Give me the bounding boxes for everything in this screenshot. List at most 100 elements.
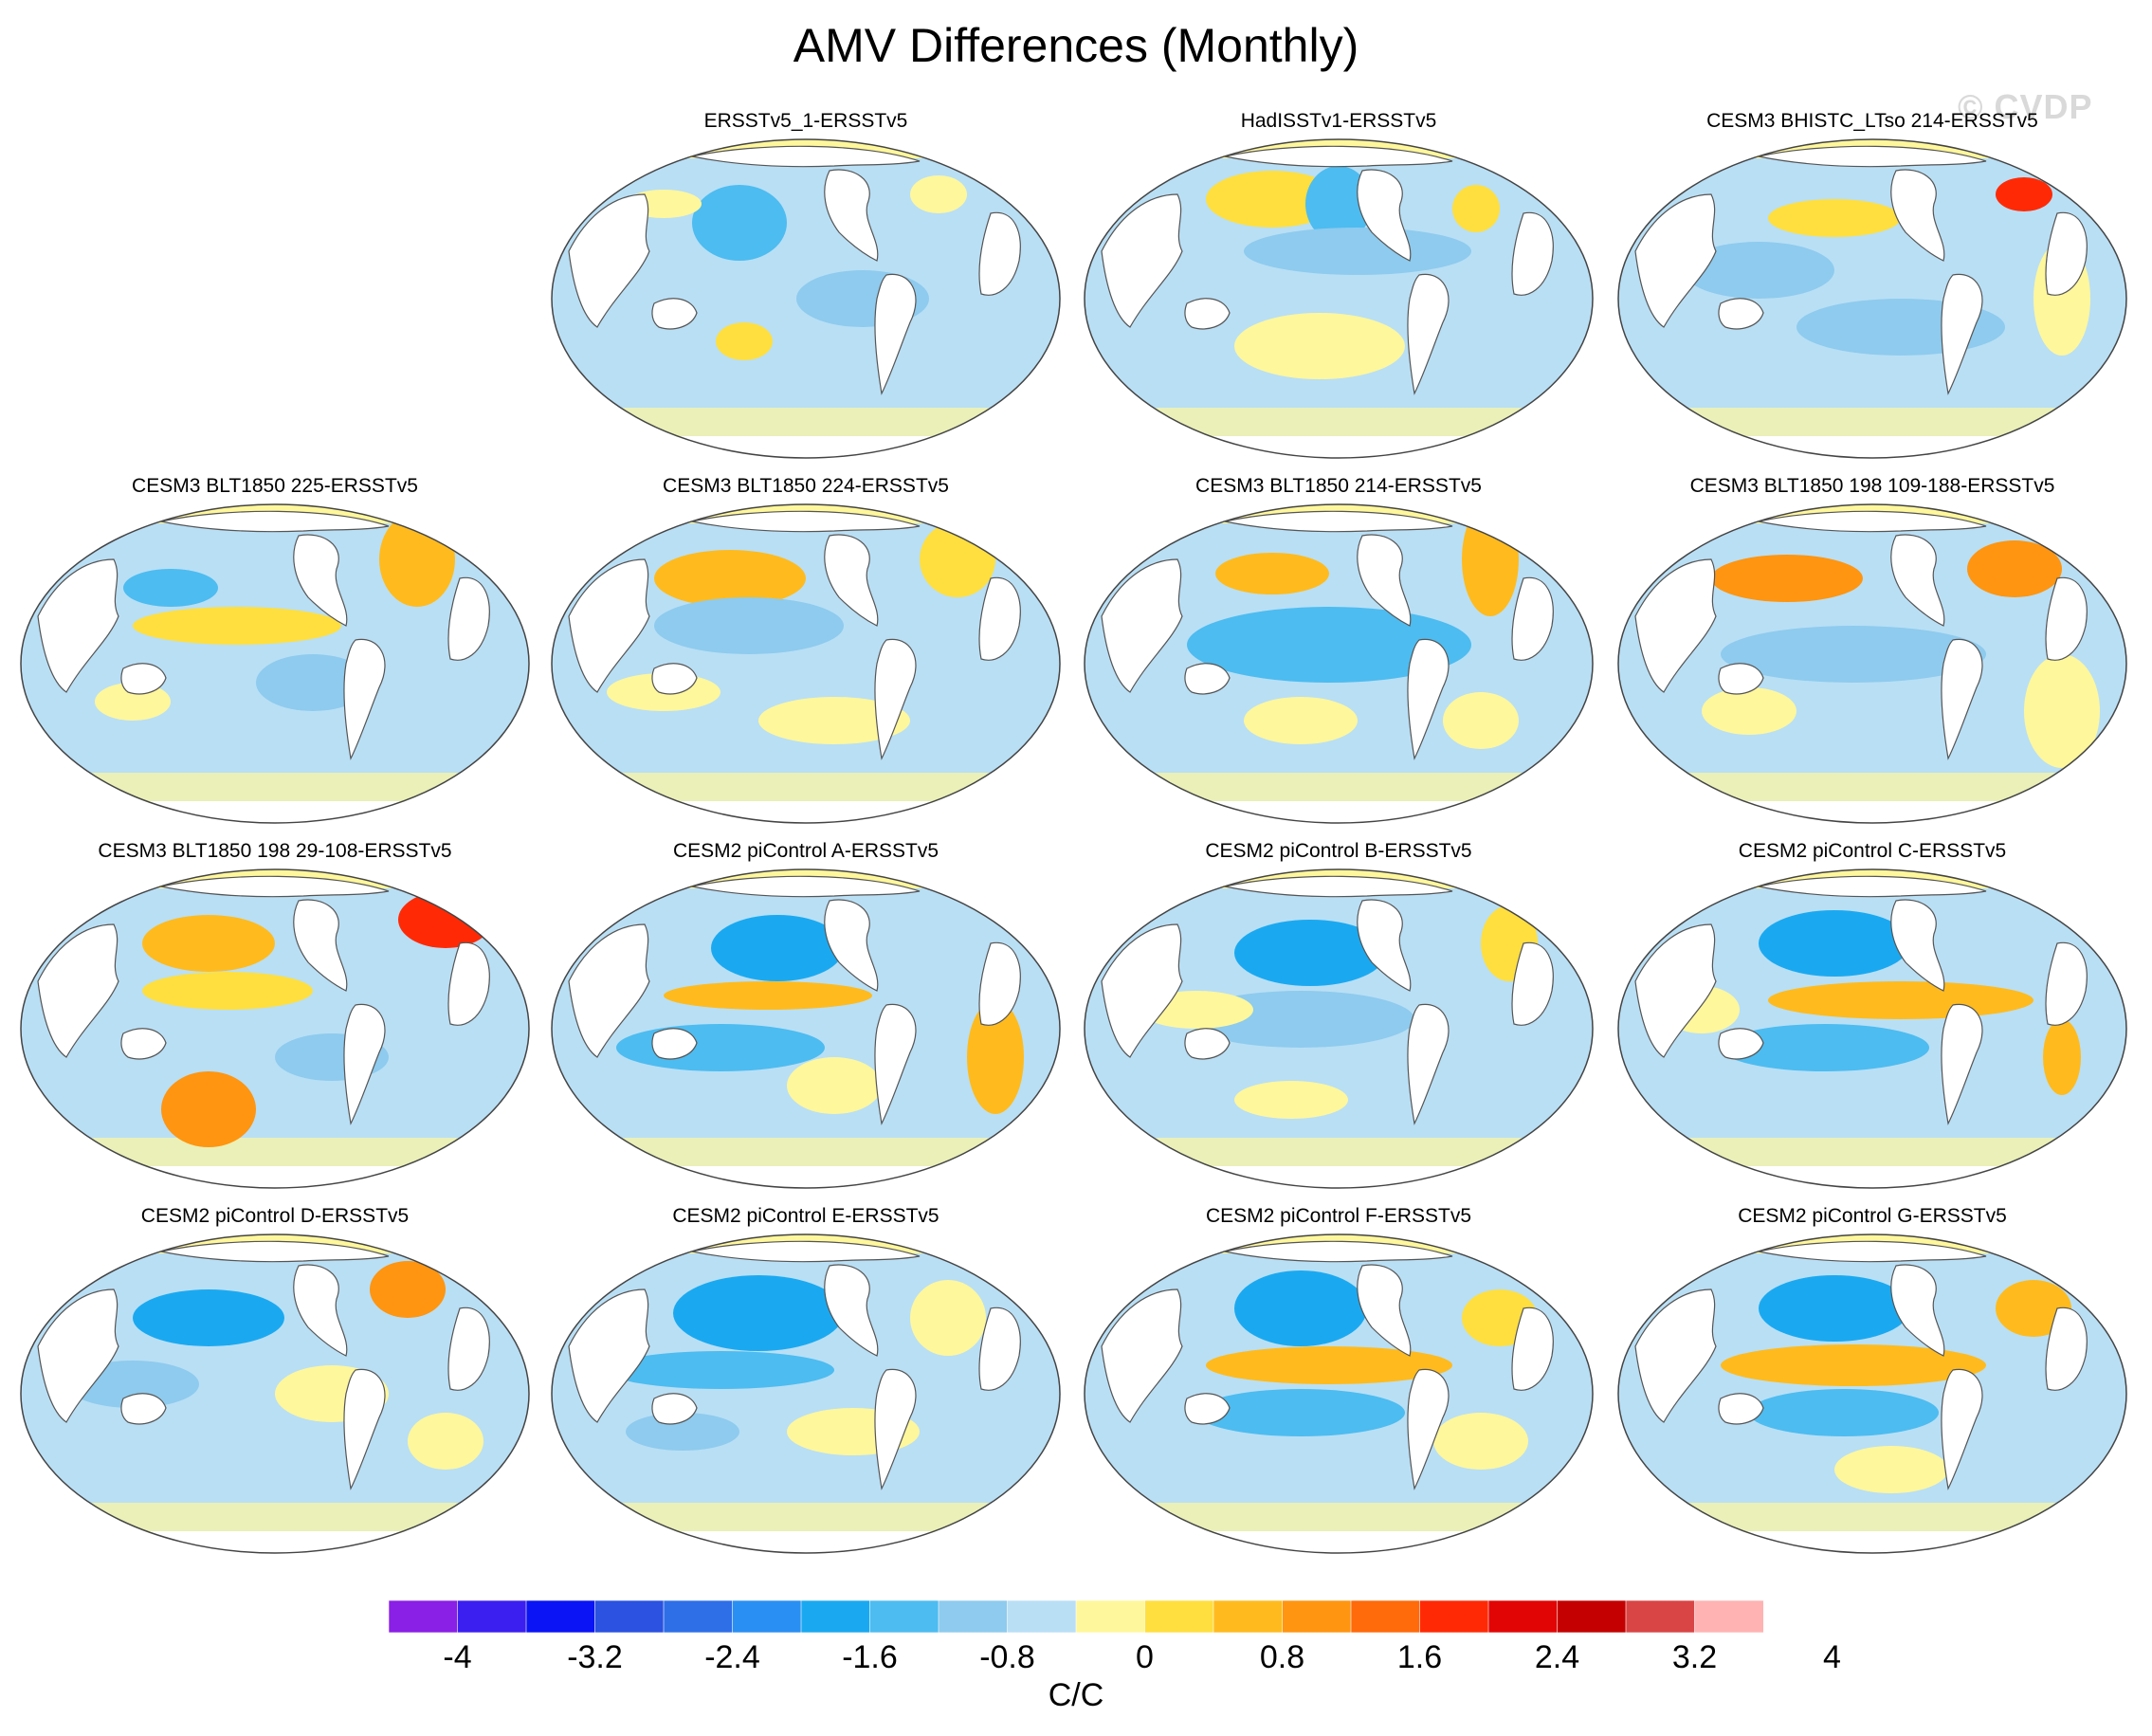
land-mass bbox=[874, 273, 917, 395]
land-mass bbox=[1224, 145, 1453, 168]
map-panel: CESM2 piControl D-ERSSTv5 bbox=[19, 1204, 531, 1564]
anomaly-region bbox=[910, 1280, 986, 1356]
land-mass bbox=[874, 1368, 917, 1490]
map-outline bbox=[20, 868, 530, 1189]
land-mass bbox=[1758, 510, 1987, 533]
map-outline bbox=[1084, 138, 1594, 459]
anomaly-region bbox=[1702, 687, 1796, 735]
land-mass bbox=[1224, 875, 1453, 898]
colorbar-bin bbox=[732, 1600, 802, 1633]
land-mass bbox=[1101, 558, 1183, 693]
panel-title: CESM2 piControl G-ERSSTv5 bbox=[1738, 1205, 2007, 1227]
panel-title: CESM3 BLT1850 198 29-108-ERSSTv5 bbox=[98, 840, 452, 862]
land-mass bbox=[1184, 298, 1231, 330]
sst-difference-map bbox=[20, 1233, 530, 1554]
colorbar-bin bbox=[1419, 1600, 1489, 1633]
panel-title: CESM2 piControl F-ERSSTv5 bbox=[1205, 1205, 1472, 1227]
sst-difference-map bbox=[551, 1233, 1061, 1554]
anomaly-region bbox=[1768, 199, 1901, 237]
land-mass bbox=[1101, 193, 1183, 328]
anomaly-region bbox=[1721, 626, 1986, 683]
sst-difference-map bbox=[551, 138, 1061, 459]
land-mass bbox=[1184, 1028, 1231, 1060]
sst-difference-map bbox=[1084, 868, 1594, 1189]
land-mass bbox=[2045, 211, 2088, 296]
anomaly-region bbox=[1433, 1413, 1528, 1470]
anomaly-region bbox=[626, 1413, 739, 1451]
colorbar bbox=[389, 1600, 1763, 1633]
map-outline bbox=[20, 1233, 530, 1554]
land-mass bbox=[1407, 638, 1450, 760]
anomaly-region bbox=[758, 697, 910, 744]
anomaly-region bbox=[2024, 654, 2100, 768]
anomaly-region bbox=[1452, 185, 1500, 232]
panel-title: ERSSTv5_1-ERSSTv5 bbox=[703, 110, 908, 132]
map-outline bbox=[1084, 1233, 1594, 1554]
map-outline bbox=[551, 138, 1061, 459]
map-panel: CESM3 BLT1850 225-ERSSTv5 bbox=[19, 474, 531, 834]
land-mass bbox=[1890, 899, 1945, 992]
colorbar-bin bbox=[525, 1600, 596, 1633]
anomaly-region bbox=[920, 521, 995, 597]
anomaly-region bbox=[370, 1261, 446, 1318]
land-mass bbox=[120, 663, 167, 695]
anomaly-region bbox=[1206, 171, 1339, 228]
land-mass bbox=[343, 638, 386, 760]
colorbar-tick-label: 0.8 bbox=[1259, 1639, 1305, 1675]
anomaly-region bbox=[142, 972, 313, 1010]
figure-title: AMV Differences (Monthly) bbox=[793, 19, 1359, 72]
land-mass bbox=[651, 1028, 698, 1060]
map-outline bbox=[1084, 868, 1594, 1189]
land-mass bbox=[37, 1288, 119, 1423]
anomaly-region bbox=[692, 185, 787, 261]
anomaly-region bbox=[1215, 553, 1329, 594]
sst-difference-map bbox=[1084, 503, 1594, 824]
land-mass bbox=[447, 1307, 490, 1391]
map-panel: CESM3 BHISTC_LTso 214-ERSSTv5 bbox=[1616, 109, 2128, 469]
sst-difference-map bbox=[1617, 1233, 2127, 1554]
map-panel: CESM3 BLT1850 224-ERSSTv5 bbox=[550, 474, 1062, 834]
anomaly-region bbox=[1244, 697, 1358, 744]
map-panel: HadISSTv1-ERSSTv5 bbox=[1083, 109, 1595, 469]
anomaly-region bbox=[1244, 228, 1471, 275]
anomaly-region bbox=[133, 1289, 284, 1346]
land-mass bbox=[1758, 1240, 1987, 1263]
panel-title: CESM3 BLT1850 224-ERSSTv5 bbox=[663, 475, 949, 497]
colorbar-bin bbox=[1487, 1600, 1559, 1633]
anomaly-region bbox=[256, 654, 370, 711]
map-panel: CESM3 BLT1850 198 29-108-ERSSTv5 bbox=[19, 839, 531, 1199]
land-mass bbox=[691, 1240, 921, 1263]
map-panel: CESM2 piControl F-ERSSTv5 bbox=[1083, 1204, 1595, 1564]
land-mass bbox=[978, 1307, 1021, 1391]
map-panel: CESM2 piControl B-ERSSTv5 bbox=[1083, 839, 1595, 1199]
map-outline bbox=[1617, 868, 2127, 1189]
sst-difference-map bbox=[20, 503, 530, 824]
colorbar-bin bbox=[663, 1600, 734, 1633]
land-mass bbox=[1718, 1028, 1764, 1060]
map-panel: CESM3 BLT1850 214-ERSSTv5 bbox=[1083, 474, 1595, 834]
land-mass bbox=[343, 1368, 386, 1490]
anomaly-region bbox=[910, 175, 967, 213]
anomaly-region bbox=[1967, 540, 2062, 597]
land-mass bbox=[447, 941, 490, 1026]
panel-title: HadISSTv1-ERSSTv5 bbox=[1240, 110, 1437, 132]
anomaly-region bbox=[1234, 313, 1405, 379]
anomaly-region bbox=[654, 550, 806, 607]
colorbar-bin bbox=[1213, 1600, 1284, 1633]
land-mass bbox=[120, 1028, 167, 1060]
panel-title: CESM3 BHISTC_LTso 214-ERSSTv5 bbox=[1706, 110, 2038, 132]
land-mass bbox=[874, 1003, 917, 1125]
map-outline bbox=[551, 503, 1061, 824]
colorbar-bin bbox=[869, 1600, 939, 1633]
sst-difference-map bbox=[1084, 1233, 1594, 1554]
land-mass bbox=[824, 1264, 879, 1357]
land-mass bbox=[568, 558, 650, 693]
land-mass bbox=[2045, 576, 2088, 661]
land-mass bbox=[447, 576, 490, 661]
land-mass bbox=[824, 169, 879, 262]
land-mass bbox=[1634, 923, 1717, 1058]
panel-title: CESM2 piControl A-ERSSTv5 bbox=[672, 840, 939, 862]
land-mass bbox=[343, 1003, 386, 1125]
land-mass bbox=[160, 510, 390, 533]
land-mass bbox=[160, 875, 390, 898]
